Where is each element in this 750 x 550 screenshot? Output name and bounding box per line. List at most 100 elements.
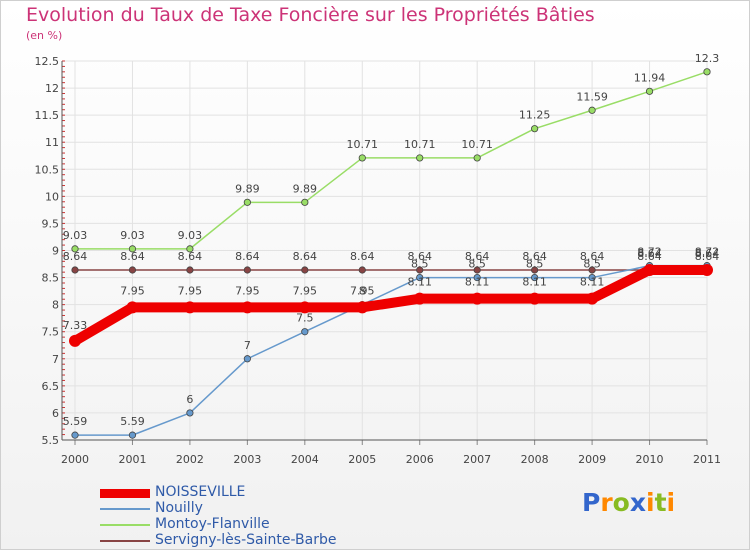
data-point [645, 87, 654, 95]
logo-letter: t [654, 488, 667, 517]
data-point [71, 266, 79, 274]
data-label: 8.5 [583, 258, 601, 271]
logo-letter: i [646, 488, 655, 517]
data-label: 7.95 [178, 284, 203, 297]
data-point [186, 409, 194, 417]
data-label: 11.25 [519, 109, 551, 122]
x-tick-label: 2005 [348, 453, 376, 466]
legend-label: Nouilly [155, 500, 203, 516]
data-label: 10.71 [404, 138, 436, 151]
x-tick-label: 2000 [61, 453, 89, 466]
data-point [126, 301, 139, 314]
series-line-NOISSEVILLE [70, 264, 712, 346]
data-point [531, 125, 539, 133]
logo-letter: r [600, 488, 613, 517]
y-tick-label: 8 [52, 299, 59, 312]
data-label: 8.64 [522, 250, 547, 263]
data-label: 7.95 [235, 284, 260, 297]
logo-letter: o [612, 488, 630, 517]
data-label: 11.94 [634, 71, 666, 84]
data-point [588, 266, 596, 274]
data-label: 8.5 [468, 258, 486, 271]
data-label: 9.03 [178, 229, 203, 242]
data-point [128, 245, 137, 253]
data-point [128, 431, 137, 439]
data-point [471, 292, 484, 305]
data-point [71, 431, 79, 439]
data-label: 10.71 [347, 138, 379, 151]
legend-swatch [100, 540, 150, 542]
data-point [358, 266, 366, 274]
data-label: 9.03 [63, 229, 88, 242]
data-label: 7 [244, 339, 251, 352]
y-tick-label: 9 [52, 245, 59, 258]
legend-swatch [100, 508, 150, 510]
data-point [71, 245, 79, 253]
y-tick-label: 7.5 [42, 326, 60, 339]
y-tick-label: 12.5 [35, 55, 60, 68]
data-point [588, 106, 596, 114]
legend-swatch [100, 524, 150, 526]
data-label: 8.11 [522, 276, 547, 289]
data-label: 9.89 [293, 182, 318, 195]
data-label: 8.64 [695, 250, 720, 263]
data-label: 8.5 [526, 258, 544, 271]
y-tick-label: 9.5 [42, 217, 60, 230]
data-label: 8.64 [637, 247, 662, 260]
data-point [643, 263, 656, 276]
x-tick-label: 2002 [176, 453, 204, 466]
data-point [416, 273, 424, 282]
legend-swatch [100, 488, 150, 498]
data-label: 8.64 [580, 250, 605, 263]
data-label: 5.59 [63, 415, 88, 428]
data-label: 8.64 [63, 250, 88, 263]
data-point [241, 301, 254, 314]
data-label: 7.5 [296, 312, 314, 325]
logo-letter: i [666, 488, 676, 517]
data-point [531, 266, 539, 274]
data-point [586, 292, 599, 305]
data-label: 7.95 [120, 284, 145, 297]
data-label: 8.64 [407, 250, 432, 263]
logo-letter: P [582, 488, 601, 517]
legend-label: Servigny-lès-Sainte-Barbe [155, 532, 337, 548]
data-point [186, 245, 194, 253]
legend-label: NOISSEVILLE [155, 484, 246, 500]
data-label: 8.64 [465, 250, 490, 263]
x-tick-label: 2004 [291, 453, 319, 466]
data-point [531, 273, 539, 282]
x-tick-label: 2006 [406, 453, 434, 466]
chart-subtitle: (en %) [26, 29, 63, 42]
y-tick-label: 11 [45, 136, 59, 149]
data-point [356, 301, 369, 314]
x-tick-label: 2011 [693, 453, 721, 466]
data-label: 11.59 [576, 90, 608, 103]
data-point [301, 328, 309, 336]
y-tick-label: 5.5 [42, 434, 60, 447]
data-point [69, 334, 81, 347]
data-label: 8.11 [465, 276, 490, 289]
data-point [701, 263, 713, 276]
data-point [473, 154, 481, 162]
data-label: 8.64 [695, 247, 720, 260]
data-label: 7.33 [63, 319, 88, 332]
data-point [588, 273, 596, 282]
data-point [186, 266, 194, 274]
series-line-Nouilly [74, 264, 708, 436]
logo-letter: x [629, 488, 646, 517]
data-point [416, 266, 424, 274]
y-tick-label: 10 [45, 190, 59, 203]
data-label: 8.64 [178, 250, 203, 263]
data-point [298, 301, 311, 314]
data-point [528, 292, 541, 305]
data-point [243, 266, 251, 274]
data-point [416, 154, 424, 162]
x-tick-label: 2010 [636, 453, 664, 466]
y-tick-label: 11.5 [35, 109, 60, 122]
data-label: 5.59 [120, 415, 145, 428]
data-point [413, 292, 426, 305]
y-tick-label: 12 [45, 82, 59, 95]
y-tick-label: 7 [52, 353, 59, 366]
